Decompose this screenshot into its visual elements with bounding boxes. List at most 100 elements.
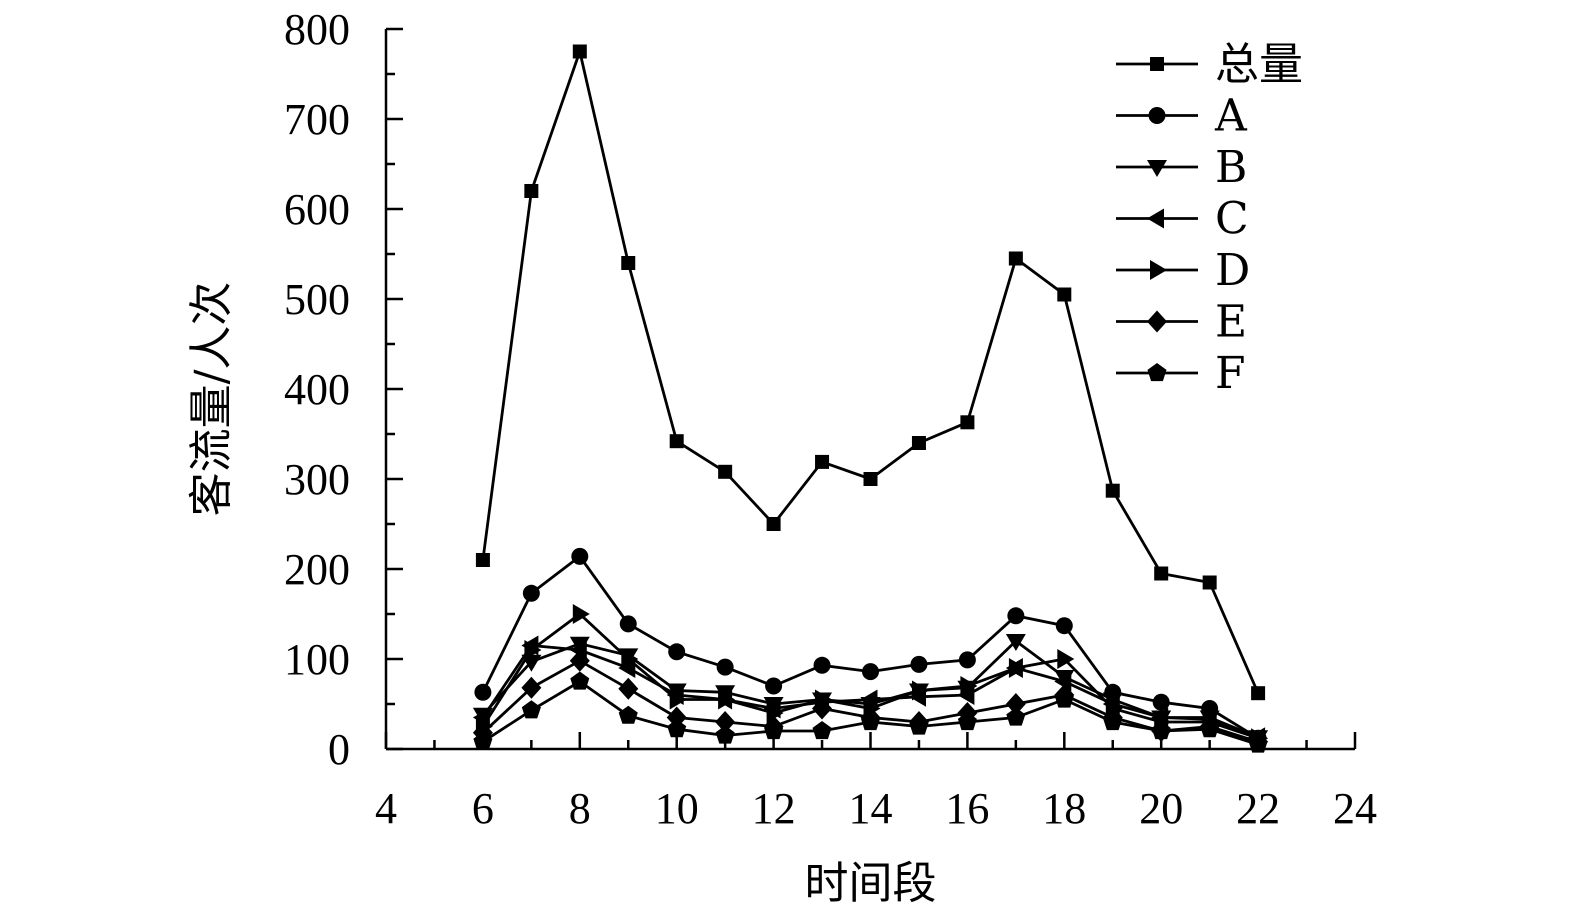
legend-label: C xyxy=(1215,194,1249,245)
legend-label: 总量 xyxy=(1215,39,1303,90)
data-point-total xyxy=(911,436,926,450)
data-point-e xyxy=(909,711,929,733)
data-point-e xyxy=(715,711,736,733)
data-point-a xyxy=(813,656,831,674)
data-point-b xyxy=(860,697,881,714)
y-tick-label: 500 xyxy=(284,275,350,324)
y-tick-label: 700 xyxy=(284,95,350,144)
data-point-total xyxy=(1154,566,1169,581)
x-tick-label: 4 xyxy=(375,784,397,833)
y-axis-title: 客流量/人次 xyxy=(186,282,237,517)
legend-item-total: 总量 xyxy=(1116,39,1303,90)
legend-item-f: F xyxy=(1116,348,1246,399)
data-point-b xyxy=(715,685,736,703)
data-point-a xyxy=(474,683,492,701)
y-tick-label: 800 xyxy=(284,5,350,54)
data-point-e xyxy=(1005,693,1026,715)
data-point-a xyxy=(862,663,879,681)
x-tick-label: 6 xyxy=(472,784,494,833)
legend-marker-f xyxy=(1147,363,1167,382)
data-point-a xyxy=(1201,700,1219,717)
data-point-total xyxy=(1251,686,1266,701)
data-point-a xyxy=(668,643,686,661)
data-point-total xyxy=(1202,575,1217,590)
data-point-c xyxy=(1005,658,1023,678)
legend-marker-a xyxy=(1148,107,1166,124)
data-point-a xyxy=(1055,617,1073,635)
x-tick-label: 18 xyxy=(1042,784,1086,833)
legend-marker-e xyxy=(1147,310,1167,333)
x-tick-label: 24 xyxy=(1333,784,1377,833)
data-point-f xyxy=(570,671,590,690)
data-point-d xyxy=(572,604,590,624)
legend-item-e: E xyxy=(1116,297,1247,348)
legend-marker-total xyxy=(1150,57,1164,71)
data-point-a xyxy=(522,584,540,602)
data-point-a xyxy=(716,658,734,676)
y-tick-label: 100 xyxy=(284,635,350,684)
y-tick-label: 600 xyxy=(284,185,350,234)
data-point-a xyxy=(1152,693,1170,711)
y-tick-label: 300 xyxy=(284,455,350,504)
data-point-total xyxy=(1057,287,1072,302)
data-point-c xyxy=(521,635,539,656)
data-point-b xyxy=(957,680,978,698)
legend-label: F xyxy=(1215,348,1246,399)
x-axis-title: 时间段 xyxy=(805,858,937,909)
data-point-b xyxy=(1054,670,1075,687)
data-point-a xyxy=(1007,607,1025,625)
data-point-a xyxy=(619,615,637,633)
x-tick-label: 20 xyxy=(1139,784,1183,833)
data-point-b xyxy=(763,697,784,714)
legend-label: E xyxy=(1215,297,1247,348)
data-point-e xyxy=(666,706,687,729)
data-point-f xyxy=(618,705,638,724)
x-tick-label: 12 xyxy=(752,784,796,833)
legend-item-d: D xyxy=(1116,245,1250,296)
series-total xyxy=(475,44,1266,701)
data-point-b xyxy=(666,683,687,701)
data-point-total xyxy=(475,553,490,567)
series-layer xyxy=(472,44,1269,753)
data-point-b xyxy=(1151,710,1172,728)
data-point-b xyxy=(812,692,832,710)
data-point-b xyxy=(569,636,590,654)
data-point-f xyxy=(1006,707,1026,726)
legend-marker-c xyxy=(1147,208,1164,229)
data-point-total xyxy=(815,454,830,469)
legend-label: B xyxy=(1215,142,1247,193)
y-tick-label: 400 xyxy=(284,365,350,414)
data-point-b xyxy=(521,654,542,672)
legend-label: A xyxy=(1214,91,1248,142)
x-tick-label: 16 xyxy=(945,784,989,833)
data-point-total xyxy=(1105,483,1120,498)
data-point-a xyxy=(765,677,783,695)
data-point-b xyxy=(1005,634,1026,651)
data-point-e xyxy=(957,702,978,724)
data-point-total xyxy=(669,434,684,449)
data-point-c xyxy=(618,658,636,678)
data-point-a xyxy=(1249,729,1267,747)
legend-item-a: A xyxy=(1116,91,1248,142)
data-point-f xyxy=(521,700,541,719)
series-a xyxy=(474,547,1267,747)
legend-item-b: B xyxy=(1116,142,1247,193)
x-tick-label: 8 xyxy=(569,784,591,833)
legend-marker-b xyxy=(1147,160,1167,177)
x-tick-label: 10 xyxy=(655,784,699,833)
y-tick-label: 0 xyxy=(328,725,350,774)
data-point-total xyxy=(766,517,781,531)
data-point-a xyxy=(958,651,976,669)
data-point-f xyxy=(715,725,735,744)
data-point-a xyxy=(1104,683,1122,701)
data-point-e xyxy=(618,677,639,700)
axes: 0 100 200 300 400 500 600 700 800 4 6 8 10 12 14 16 18 20… xyxy=(284,5,1377,833)
x-tick-label: 22 xyxy=(1236,784,1280,833)
data-point-total xyxy=(960,415,975,430)
data-point-total xyxy=(1008,251,1023,266)
data-point-total xyxy=(718,464,733,479)
data-point-f xyxy=(812,721,832,740)
